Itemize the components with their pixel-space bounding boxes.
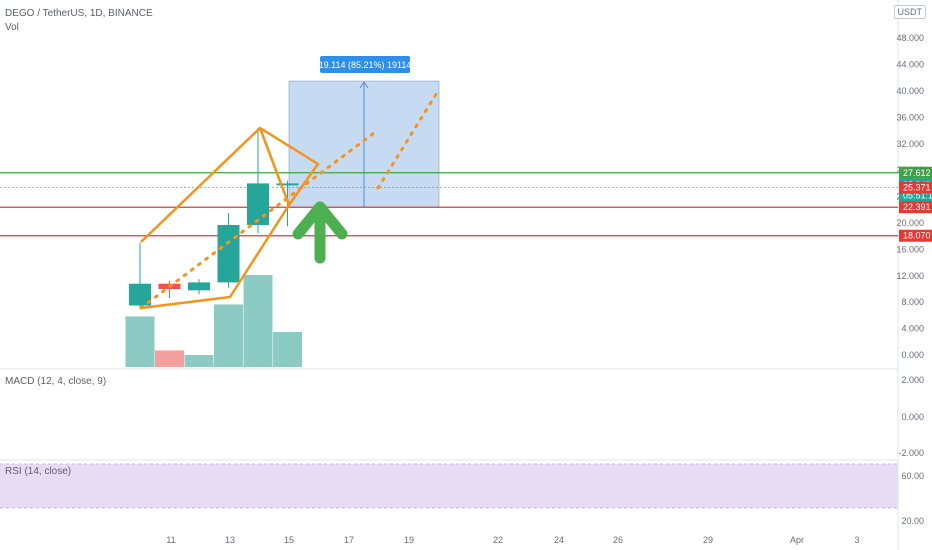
candle-body-3 [217, 224, 240, 283]
price-tag-box-3 [899, 181, 932, 194]
volume-bars [125, 275, 302, 367]
price-tag-label-5: 18.070 [903, 231, 931, 241]
volume-bar-0 [125, 316, 155, 367]
price-tick-10: 8.000 [901, 297, 924, 307]
up-arrow-icon [292, 201, 348, 264]
price-tick-8: 16.000 [896, 244, 924, 254]
rsi-tick-1: 20.00 [901, 516, 924, 526]
rsi-tick-0: 60.00 [901, 471, 924, 481]
price-tick-11: 4.000 [901, 324, 924, 334]
time-tick-9: Apr [790, 535, 804, 545]
candle-body-4 [247, 183, 269, 225]
time-tick-5: 22 [493, 535, 503, 545]
currency-badge[interactable]: USDT [893, 5, 926, 19]
volume-bar-2 [184, 355, 214, 367]
measure-label: 19.114 (85.21%) 19114 [319, 60, 412, 70]
price-tick-9: 12.000 [896, 271, 924, 281]
price-tag-label-0: 27.612 [903, 168, 931, 178]
time-axis[interactable]: 11 13 15 17 19 22 24 26 29 Apr 3 [166, 535, 859, 545]
pattern-outline [140, 126, 320, 310]
price-tag-box-5 [899, 229, 932, 242]
price-tag-label-2: 05:51:16 [903, 190, 932, 200]
macd-tick-2: -2.000 [898, 448, 924, 458]
pattern-projection-2 [376, 89, 440, 190]
price-tick-2: 40.000 [896, 86, 924, 96]
rsi-axis: 60.00 20.00 [901, 471, 924, 526]
candlesticks [129, 127, 299, 309]
candle-body-0 [129, 283, 151, 306]
price-range-measure[interactable]: 19.114 (85.21%) 19114 [288, 56, 440, 208]
price-tag-label-4: 22.391 [903, 202, 931, 212]
price-tag-box-4 [899, 201, 932, 214]
price-tag-label-3: 25.371 [903, 183, 931, 193]
price-tick-12: 0.000 [901, 350, 924, 360]
price-tick-0: 48.000 [896, 33, 924, 43]
price-tag-box-0 [899, 166, 932, 179]
time-tick-3: 17 [344, 535, 354, 545]
time-tick-1: 13 [225, 535, 235, 545]
price-tick-7: 20.000 [896, 218, 924, 228]
volume-bar-4 [243, 275, 273, 367]
measure-arrow-head [359, 81, 369, 89]
price-tick-4: 32.000 [896, 139, 924, 149]
pattern-drawing[interactable] [139, 89, 440, 310]
time-tick-2: 15 [284, 535, 294, 545]
macd-label: MACD (12, 4, close, 9) [5, 376, 106, 387]
volume-bar-3 [214, 304, 243, 367]
macd-tick-0: 2.000 [901, 375, 924, 385]
pattern-leg [258, 127, 291, 206]
time-tick-8: 29 [703, 535, 713, 545]
time-tick-10: 3 [854, 535, 859, 545]
macd-tick-1: 0.000 [901, 412, 924, 422]
symbol-title: DEGO / TetherUS, 1D, BINANCE [5, 8, 153, 19]
time-tick-6: 24 [554, 535, 564, 545]
volume-bar-1 [155, 350, 184, 367]
rsi-band [0, 464, 898, 508]
volume-label: Vol [5, 22, 19, 33]
price-tick-1: 44.000 [896, 60, 924, 70]
candle-body-2 [188, 282, 210, 291]
candle-body-5 [276, 183, 299, 186]
volume-bar-5 [273, 332, 302, 367]
price-tick-3: 36.000 [896, 112, 924, 122]
rsi-label: RSI (14, close) [5, 466, 71, 477]
measure-label-box [320, 56, 410, 73]
horizontal-levels[interactable] [0, 172, 898, 237]
macd-axis: 2.000 0.000 -2.000 [898, 375, 924, 458]
time-tick-0: 11 [166, 535, 175, 545]
time-tick-4: 19 [404, 535, 414, 545]
time-tick-7: 26 [613, 535, 623, 545]
